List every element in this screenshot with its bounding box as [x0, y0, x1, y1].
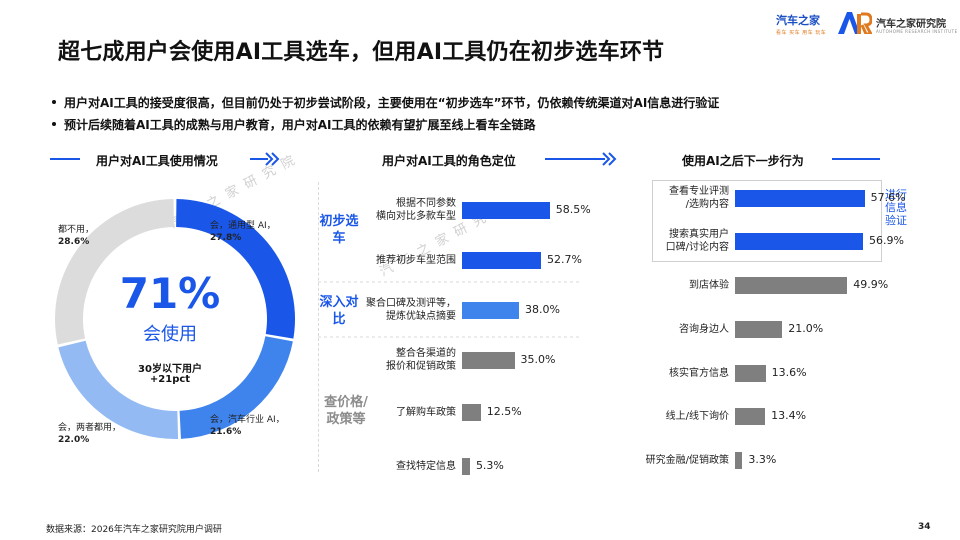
data-source-note: 数据来源：2026年汽车之家研究院用户调研	[46, 525, 222, 535]
institute-logo-icon	[838, 12, 874, 36]
autohome-logo: 汽车之家 看车 买车 用车 玩车	[776, 12, 826, 36]
group-label-price: 查价格/政策等	[324, 395, 368, 427]
donut-center-label: 会使用	[143, 324, 197, 345]
donut-label-value: 28.6%	[58, 237, 90, 247]
donut-chart	[54, 199, 295, 439]
donut-label-text: 会，汽车行业 AI，	[210, 415, 285, 425]
donut-slice-1	[179, 336, 293, 439]
next-bar	[735, 408, 766, 425]
next-category-line: 咨询身边人	[679, 323, 729, 335]
bullet-1: 用户对AI工具的接受度很高，但目前仍处于初步尝试阶段，主要使用在“初步选车”环节…	[52, 94, 719, 111]
bullet-2-text: 预计后续随着AI工具的成熟与用户教育，用户对AI工具的依赖有望扩展至线上看车全链…	[64, 118, 536, 132]
donut-label-both: 会，两者都用， 22.0%	[58, 422, 121, 446]
next-category-label: 咨询身边人	[579, 323, 729, 336]
donut-slice-2	[58, 340, 179, 439]
next-value-label: 13.4%	[771, 409, 807, 422]
bullet-1-text: 用户对AI工具的接受度很高，但目前仍处于初步尝试阶段，主要使用在“初步选车”环节…	[64, 96, 720, 110]
next-value-label: 13.6%	[771, 366, 807, 379]
donut-note-line1: 30岁以下用户	[138, 364, 202, 375]
donut-label-general-ai: 会，通用型 AI， 27.8%	[210, 220, 276, 244]
column-divider	[318, 182, 319, 472]
verification-callout-label: 进行信息验证	[885, 188, 907, 227]
next-bar	[735, 321, 783, 338]
verification-callout-box	[652, 180, 882, 262]
donut-label-text: 都不用，	[58, 225, 95, 235]
donut-slice-3	[54, 199, 174, 345]
next-category-label: 核实官方信息	[579, 367, 729, 380]
next-value-label: 21.0%	[788, 322, 824, 335]
institute-logo-subtitle: AUTOHOME RESEARCH INSTITUTE	[876, 29, 958, 34]
section-title-right: 使用AI之后下一步行为	[682, 154, 804, 168]
next-category-label: 到店体验	[579, 279, 729, 292]
next-category-line: 核实官方信息	[669, 367, 729, 379]
page-title: 超七成用户会使用AI工具选车，但用AI工具仍在初步选车环节	[58, 40, 665, 65]
donut-center-value: 71%	[119, 269, 221, 318]
next-category-line: 研究金融/促销政策	[645, 454, 729, 466]
next-bar	[735, 365, 766, 382]
section-title-middle: 用户对AI工具的角色定位	[382, 154, 516, 168]
page-number: 34	[918, 522, 931, 532]
next-value-label: 3.3%	[748, 453, 777, 466]
next-value-label: 49.9%	[853, 278, 889, 291]
chevron-right-icon	[602, 152, 617, 166]
donut-note-line2: +21pct	[149, 374, 191, 385]
role-group-dividers	[318, 281, 580, 338]
donut-label-value: 21.6%	[210, 427, 242, 437]
next-category-line: 线上/线下询价	[665, 410, 729, 422]
section-title-left: 用户对AI工具使用情况	[96, 154, 218, 168]
group-label-initial: 初步选车	[319, 214, 359, 246]
next-category-label: 线上/线下询价	[579, 410, 729, 423]
autohome-logo-text: 汽车之家	[776, 14, 820, 27]
donut-label-text: 会，通用型 AI，	[210, 221, 276, 231]
autohome-logo-tagline: 看车 买车 用车 玩车	[776, 30, 827, 36]
next-category-label: 研究金融/促销政策	[579, 454, 729, 467]
donut-label-value: 27.8%	[210, 233, 242, 243]
bullet-2: 预计后续随着AI工具的成熟与用户教育，用户对AI工具的依赖有望扩展至线上看车全链…	[52, 116, 536, 133]
donut-label-auto-ai: 会，汽车行业 AI， 21.6%	[210, 414, 285, 438]
donut-label-value: 22.0%	[58, 435, 90, 445]
institute-logo: 汽车之家研究院 AUTOHOME RESEARCH INSTITUTE	[838, 12, 957, 38]
group-label-compare: 深入对比	[319, 295, 359, 327]
section-header-band	[50, 152, 880, 166]
next-bar	[735, 452, 743, 469]
donut-label-none: 都不用， 28.6%	[58, 224, 94, 248]
institute-logo-name: 汽车之家研究院	[876, 19, 946, 30]
next-category-line: 到店体验	[689, 279, 729, 291]
next-bar	[735, 277, 848, 294]
chevron-right-icon	[265, 152, 280, 166]
donut-slice-0	[176, 199, 295, 339]
bullet-dot	[52, 99, 56, 104]
bullet-dot	[52, 121, 56, 126]
donut-label-text: 会，两者都用，	[58, 423, 122, 433]
